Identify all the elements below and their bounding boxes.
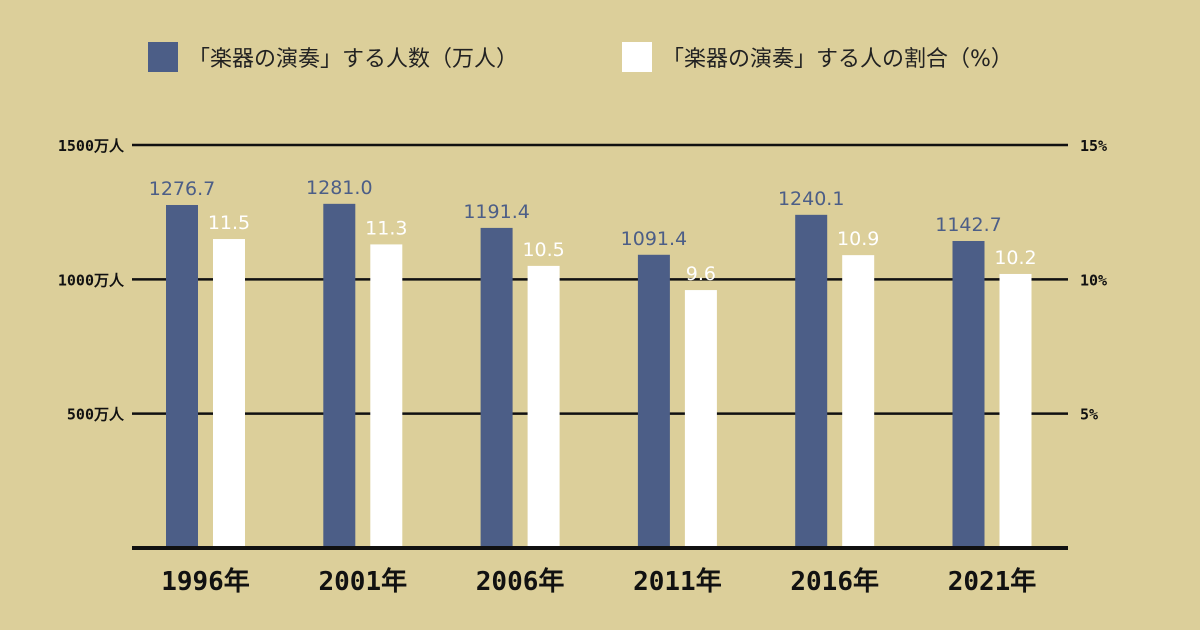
category-label: 2006年 (476, 566, 565, 597)
bar-ratio (527, 265, 560, 548)
category-label: 2001年 (318, 566, 407, 597)
right-axis-tick-label: 5% (1080, 406, 1098, 424)
value-label-players: 1142.7 (935, 214, 1001, 236)
bar-players (480, 227, 513, 549)
bar-ratio (999, 273, 1032, 548)
bars (166, 203, 1032, 549)
value-label-players: 1276.7 (149, 178, 215, 200)
value-label-ratio: 9.6 (686, 263, 716, 285)
right-axis-ticks: 5% 10% 15% (1080, 137, 1107, 424)
left-axis-tick-label: 500万人 (67, 406, 125, 424)
legend-label-players: 「楽器の演奏」する人数（万人） (188, 47, 518, 72)
right-axis-tick-label: 15% (1080, 137, 1107, 155)
category-label: 2016年 (790, 566, 879, 597)
value-label-players: 1091.4 (621, 228, 687, 250)
category-label: 2011年 (633, 566, 722, 597)
legend: 「楽器の演奏」する人数（万人） 「楽器の演奏」する人の割合（%） (148, 42, 1013, 72)
bar-players (952, 240, 985, 548)
left-axis-tick-label: 1000万人 (58, 271, 125, 289)
legend-label-ratio: 「楽器の演奏」する人の割合（%） (662, 47, 1013, 72)
category-label: 2021年 (948, 566, 1037, 597)
value-label-players: 1281.0 (306, 177, 372, 199)
bar-players (323, 203, 356, 548)
bar-players (795, 214, 828, 548)
left-axis-ticks: 500万人 1000万人 1500万人 (58, 137, 125, 424)
bar-players (637, 254, 670, 548)
bar-ratio (213, 239, 245, 549)
bar-ratio (684, 290, 717, 548)
legend-swatch-players (148, 42, 178, 72)
category-labels: 1996年 2001年 2006年 2011年 2016年 2021年 (161, 566, 1036, 597)
left-axis-tick-label: 1500万人 (58, 137, 125, 155)
value-labels: 1276.7 11.5 1281.0 11.3 1191.4 10.5 1091.4 9.6 1… (149, 177, 1037, 285)
legend-swatch-ratio (622, 42, 652, 72)
value-label-players: 1240.1 (778, 188, 844, 210)
right-axis-tick-label: 10% (1080, 271, 1107, 289)
value-label-ratio: 10.9 (837, 228, 879, 250)
bar-ratio (370, 244, 403, 548)
category-label: 1996年 (161, 566, 250, 597)
value-label-players: 1191.4 (463, 201, 529, 223)
gridlines (132, 143, 1068, 415)
value-label-ratio: 10.5 (522, 239, 564, 261)
value-label-ratio: 11.3 (365, 217, 407, 239)
bar-players (166, 204, 198, 548)
value-label-ratio: 10.2 (994, 247, 1036, 269)
bar-ratio (842, 255, 875, 549)
value-label-ratio: 11.5 (208, 212, 250, 234)
